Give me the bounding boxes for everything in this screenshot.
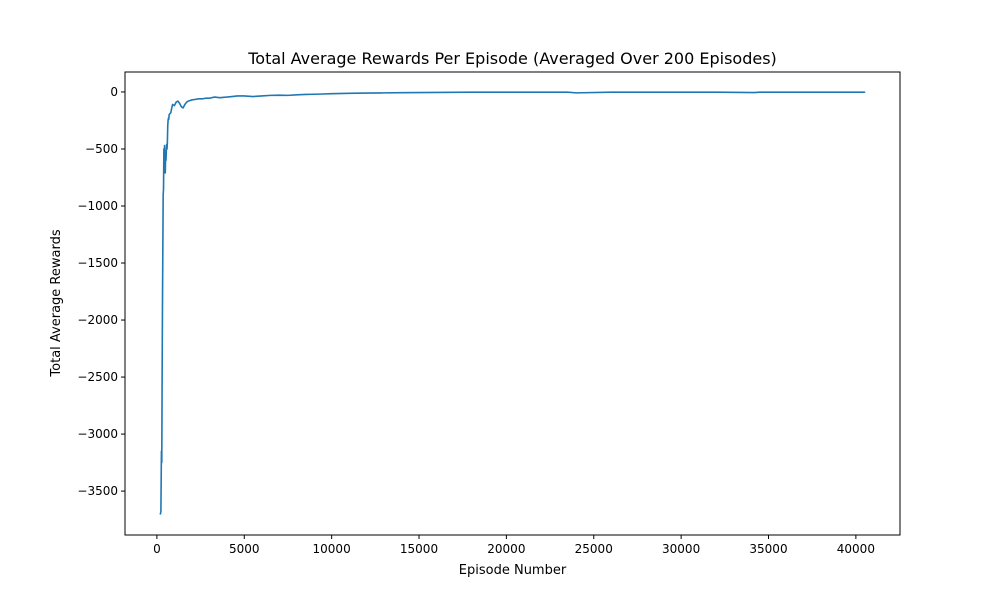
x-tick-label: 15000 (400, 542, 438, 556)
x-tick-label: 10000 (313, 542, 351, 556)
plot-area (159, 91, 866, 515)
y-tick-label: −1500 (77, 256, 118, 270)
x-axis-label: Episode Number (459, 563, 567, 578)
x-tick-label: 35000 (749, 542, 787, 556)
y-tick-label: −3500 (77, 484, 118, 498)
y-tick-label: −1000 (77, 199, 118, 213)
y-axis: 0 −500 −1000 −1500 −2000 −2500 −3000 −3500 (77, 85, 125, 498)
y-tick-label: −2500 (77, 370, 118, 384)
x-tick-label: 5000 (229, 542, 260, 556)
series-line-0 (159, 91, 866, 515)
x-tick-label: 0 (153, 542, 161, 556)
plot-frame (124, 71, 901, 536)
y-tick-label: 0 (110, 85, 118, 99)
x-axis: 0 5000 10000 15000 20000 25000 30000 35000 40000 (153, 535, 875, 556)
x-tick-label: 25000 (575, 542, 613, 556)
x-tick-label: 40000 (837, 542, 875, 556)
y-tick-label: −3000 (77, 427, 118, 441)
y-tick-label: −500 (85, 142, 118, 156)
y-tick-label: −2000 (77, 313, 118, 327)
x-tick-label: 20000 (487, 542, 525, 556)
chart-title: Total Average Rewards Per Episode (Avera… (247, 49, 777, 68)
y-axis-label: Total Average Rewards (49, 229, 64, 377)
x-tick-label: 30000 (662, 542, 700, 556)
